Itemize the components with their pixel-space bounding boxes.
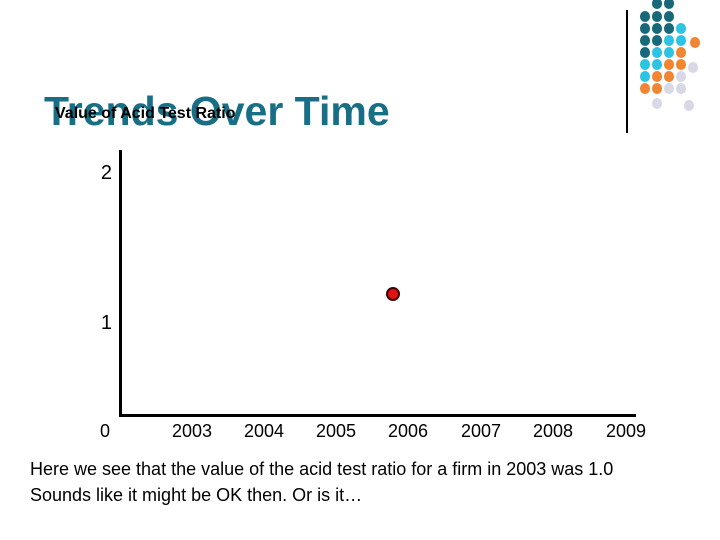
y-tick-label: 2	[100, 162, 112, 184]
x-tick-label: 2008	[532, 421, 574, 441]
decoration-dot	[663, 58, 675, 70]
y-tick-label: 1	[100, 312, 112, 334]
x-tick-label: 2003	[171, 421, 213, 441]
x-tick-label: 2009	[605, 421, 647, 441]
x-tick-label: 0	[99, 421, 111, 441]
decoration-dot	[639, 10, 651, 22]
decoration-dot	[663, 46, 675, 58]
decoration-dot	[663, 0, 675, 9]
decoration-dot	[663, 22, 675, 34]
decoration-dot	[675, 70, 687, 82]
decoration-dot	[639, 22, 651, 34]
decoration-dot	[651, 70, 663, 82]
decoration-dot	[639, 82, 651, 94]
decoration-vertical-rule	[626, 10, 628, 133]
decoration-dot	[651, 82, 663, 94]
decoration-dot	[663, 10, 675, 22]
decoration-dot	[651, 10, 663, 22]
caption-line-1: Here we see that the value of the acid t…	[30, 459, 614, 479]
decoration-dot	[663, 70, 675, 82]
x-tick-label: 2005	[315, 421, 357, 441]
decoration-dot	[651, 22, 663, 34]
decoration-dot	[651, 97, 663, 109]
decoration-dot	[651, 34, 663, 46]
caption: Here we see that the value of the acid t…	[30, 457, 680, 508]
data-point	[386, 287, 400, 301]
decoration-dot	[639, 46, 651, 58]
decoration-dot	[675, 46, 687, 58]
caption-line-2: Sounds like it might be OK then. Or is i…	[30, 484, 363, 505]
decoration-dot	[639, 34, 651, 46]
x-tick-label: 2007	[460, 421, 502, 441]
slide-title: Trends Over Time	[44, 88, 390, 135]
x-tick-label: 2006	[387, 421, 429, 441]
decoration-dot	[663, 34, 675, 46]
x-axis-line	[119, 414, 636, 417]
decoration-dot	[651, 0, 663, 9]
decoration-dot	[675, 82, 687, 94]
decoration-dot	[675, 22, 687, 34]
decoration-dot	[687, 61, 699, 73]
decoration-dot	[683, 99, 695, 111]
decoration-dot	[675, 34, 687, 46]
decoration-dot	[651, 58, 663, 70]
chart-title: Value of Acid Test Ratio	[55, 105, 236, 122]
decoration-dot	[689, 36, 701, 48]
y-axis-line	[119, 150, 122, 417]
decoration-dot	[639, 70, 651, 82]
decoration-dot	[675, 58, 687, 70]
x-tick-label: 2004	[243, 421, 285, 441]
decoration-dot	[651, 46, 663, 58]
decoration-dot	[639, 58, 651, 70]
decoration-dot	[663, 82, 675, 94]
